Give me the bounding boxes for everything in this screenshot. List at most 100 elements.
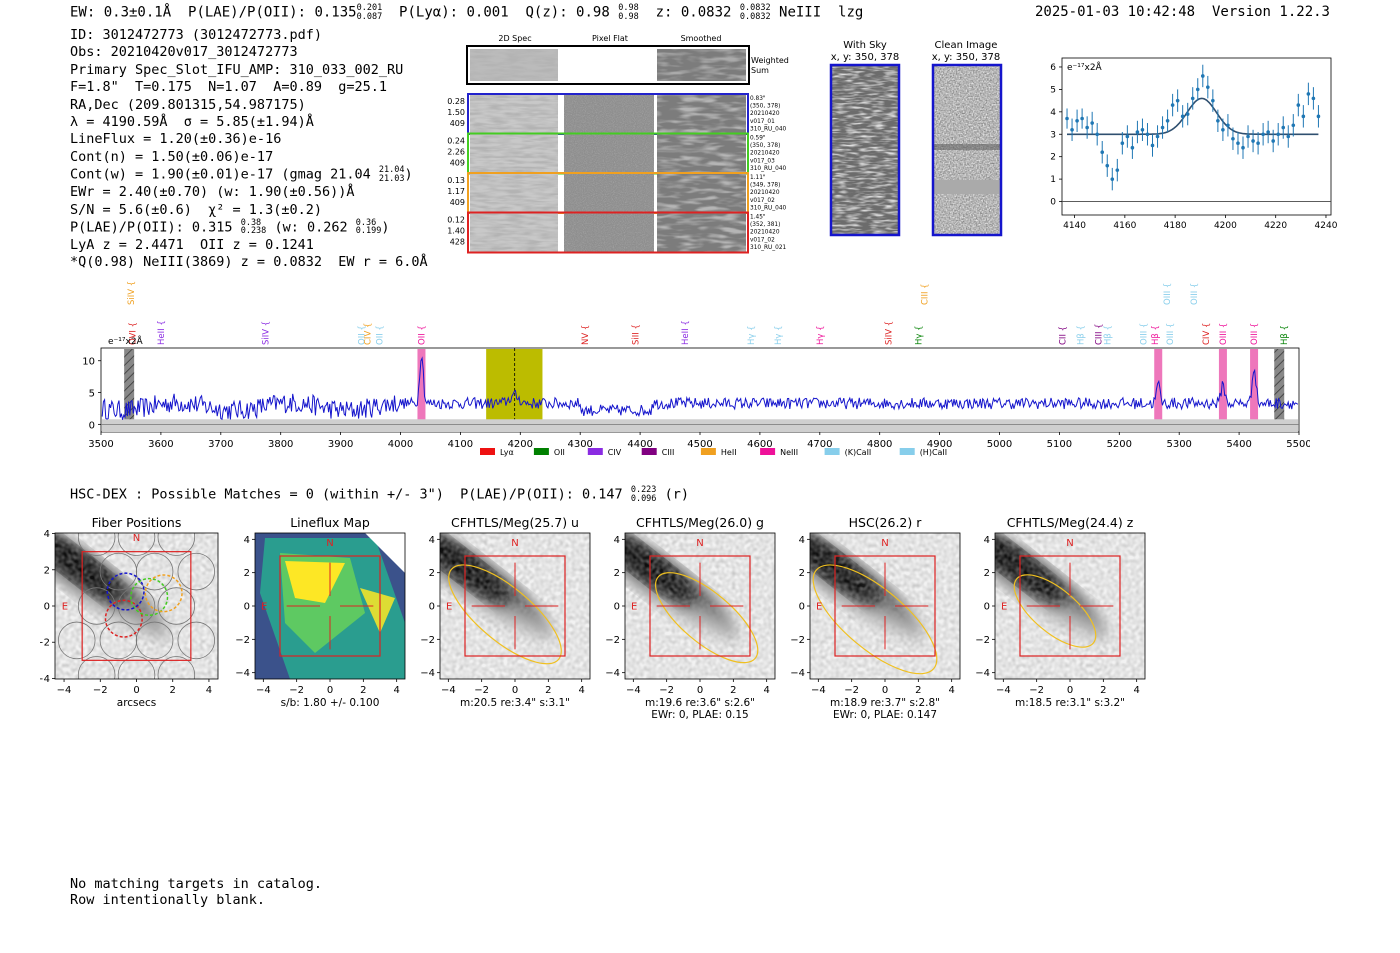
line-fit-point: [1140, 118, 1145, 141]
stamp-xtick-label: 0: [512, 685, 518, 696]
cutout-right-label: 0.83": [750, 96, 766, 102]
stamp-xtick-label: 0: [327, 685, 333, 696]
stamp-ytick-label: −2: [235, 635, 250, 646]
line-id-label: Hβ {: [1280, 325, 1290, 345]
stamp-xtick-label: −4: [441, 685, 456, 696]
legend-entry: Lyα: [480, 448, 514, 457]
line-id-label: CIV {: [364, 323, 374, 345]
spectrum-xtick-label: 5300: [1166, 439, 1191, 450]
cutout-right-label: 310_RU_040: [750, 166, 787, 172]
fiber-circle: [99, 552, 138, 591]
header-version: Version 1.22.3: [1211, 4, 1330, 20]
cutout-left-label: 1.50: [447, 108, 465, 117]
east-label: E: [261, 602, 267, 613]
stamp-caption: arcsecs: [117, 697, 156, 709]
masked-band: [1274, 349, 1285, 432]
cutout-left-label: 0.24: [447, 137, 465, 146]
line-fit-point: [1100, 140, 1105, 164]
spectrum-xtick-label: 5100: [1047, 439, 1072, 450]
emission-band: [417, 349, 426, 432]
aperture-ellipse: [448, 564, 562, 665]
line-id-label: OII {: [417, 325, 427, 345]
info-contw: Cont(w) = 1.90(±0.01)e-17 (gmag 21.04 21…: [70, 165, 413, 184]
line-fit-point: [1291, 114, 1296, 137]
svg-text:(K)CaII: (K)CaII: [845, 448, 872, 457]
hsc-band: (r): [664, 486, 689, 503]
stamp-ytick-label: 4: [44, 529, 50, 540]
imaging-stamps: Fiber Positions N E −4 −4 −2 −2 0 0 2 2 4 4 arcsecs Li…: [40, 515, 1146, 721]
header-z: z: 0.0832: [655, 4, 732, 21]
line-fit-axes: [1061, 57, 1332, 216]
line-fit-point: [1195, 78, 1200, 101]
emission-band: [1154, 349, 1163, 432]
stamp-ytick-label: 2: [44, 565, 50, 576]
cutout-right-label: (349, 378): [750, 183, 780, 189]
noise-band: [102, 419, 1298, 432]
line-fit-point: [1200, 64, 1205, 88]
line-id-label: OIII {: [1190, 283, 1200, 305]
svg-text:CIV: CIV: [608, 448, 622, 457]
stamp-xtick-label: −4: [996, 685, 1011, 696]
spectrum-unit: e⁻¹⁷x2Å: [108, 335, 144, 347]
line-id-label: OIII {: [1166, 323, 1176, 345]
fiber-circle: [99, 621, 138, 660]
fiber-circle: [135, 552, 174, 591]
stamp-ytick-label: −4: [235, 668, 250, 679]
line-id-label: SiIV {: [885, 321, 895, 345]
cutout-left-label: 1.17: [447, 187, 465, 196]
svg-text:NeIII: NeIII: [780, 448, 798, 457]
cutout-row-frame: [467, 211, 749, 254]
with-sky-coords: x, y: 350, 378: [831, 52, 900, 63]
hsc-text: HSC-DEX : Possible Matches = 0 (within +…: [70, 486, 623, 503]
cutout-right-label: 310_RU_021: [750, 245, 787, 251]
spectrum-xtick-label: 4500: [687, 439, 712, 450]
stamp-xtick-label: −2: [844, 685, 859, 696]
info-radec: RA,Dec (209.801315,54.987175): [70, 96, 306, 113]
stamp-panel: Fiber Positions N E −4 −4 −2 −2 0 0 2 2 4 4 arcsecs: [40, 515, 219, 709]
line-fit-point: [1271, 129, 1275, 153]
svg-text:(H)CaII: (H)CaII: [920, 448, 947, 457]
line-fit-point: [1125, 125, 1130, 148]
header-line: NeIII: [779, 4, 822, 21]
stamp-ytick-label: 2: [614, 568, 620, 579]
info-fwhm: F=1.8" T=0.175 N=1.07 A=0.89 g=25.1: [70, 79, 387, 96]
cutout-left-label: 0.13: [447, 176, 465, 185]
cutout-right-label: (350, 378): [750, 143, 780, 149]
line-fit-point: [1241, 136, 1245, 159]
weighted-label: Weighted: [751, 56, 789, 65]
aperture-ellipse: [1013, 574, 1097, 648]
line-fit-ytick-label: 0: [1050, 198, 1056, 208]
cutout-right-label: 1.45": [750, 215, 766, 221]
line-fit-point: [1105, 154, 1110, 177]
fiber-green: [130, 577, 169, 617]
line-fit-ytick-label: 5: [1050, 85, 1056, 95]
fiber-circle: [177, 621, 216, 660]
line-fit-point: [1306, 82, 1311, 106]
info-sn: S/N = 5.6(±0.6) χ² = 1.3(±0.2): [70, 201, 322, 218]
cutout-right-label: 20210420: [750, 190, 780, 196]
stamp-caption: m:19.6 re:3.6" s:2.6": [645, 697, 755, 709]
info-lambda: λ = 4190.59Å σ = 5.85(±1.94)Å: [70, 114, 314, 131]
svg-text:Lyα: Lyα: [500, 448, 514, 457]
stamp-panel: HSC(26.2) r N E −4 −4 −2 −2 0 0 2 2 4 4 m:18.9 re:3.7…: [790, 515, 961, 721]
line-fit-point: [1206, 75, 1210, 99]
stamp-xtick-label: 4: [948, 685, 954, 696]
legend-entry: (H)CaII: [899, 448, 947, 457]
header-z-range: 0.0832 0.0832: [739, 3, 771, 22]
search-box: [464, 555, 566, 657]
line-id-label: HeII {: [681, 320, 691, 345]
fiber-circle: [157, 533, 196, 556]
stamp-xtick-label: 4: [1133, 685, 1139, 696]
line-fit-point: [1276, 123, 1281, 146]
catalog-footer: No matching targets in catalog. Row inten…: [70, 876, 322, 908]
spectrum-ytick-label: 10: [82, 357, 95, 368]
cutout-right-label: (352, 381): [750, 222, 780, 228]
line-fit-ytick-label: 6: [1050, 63, 1056, 73]
north-label: N: [133, 533, 140, 544]
line-id-label: Hγ {: [774, 325, 784, 345]
legend-entry: NeIII: [760, 448, 798, 457]
line-fit-point: [1150, 134, 1155, 157]
stamp-xtick-label: −2: [659, 685, 674, 696]
stamp-title: HSC(26.2) r: [849, 515, 923, 530]
